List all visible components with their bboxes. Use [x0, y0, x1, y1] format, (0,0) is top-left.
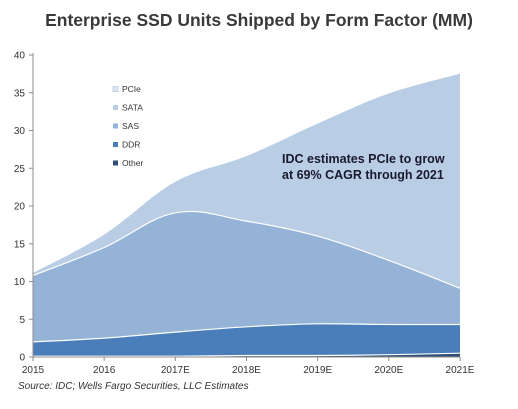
series-area-sata [33, 73, 460, 289]
axes-layer: 0 5 10 15 20 25 30 35 40 2015 2016 2017E 2018E 2019E 2… [14, 51, 475, 377]
legend-label-sata: SATA [122, 103, 143, 113]
x-tick-label: 2015 [22, 365, 45, 376]
x-tick-label: 2020E [374, 365, 403, 376]
legend-swatch-sata [113, 105, 118, 110]
chart-title: Enterprise SSD Units Shipped by Form Fac… [45, 10, 473, 30]
series-area-ddr [33, 323, 460, 357]
y-tick-label: 15 [14, 239, 26, 250]
y-tick-label: 5 [19, 315, 25, 326]
legend-label-sas: SAS [122, 121, 139, 131]
legend-item-pcie: PCIe [112, 84, 141, 94]
y-tick-label: 25 [14, 164, 26, 175]
legend-item-other: Other [113, 158, 143, 168]
x-tick-label: 2019E [303, 365, 332, 376]
y-tick-label: 40 [14, 51, 26, 62]
y-tick-label: 20 [14, 202, 26, 213]
legend: PCIe SATA SAS DDR Other [112, 84, 143, 168]
series-edge-other [33, 352, 461, 357]
y-tick-label: 35 [14, 88, 26, 99]
series-area-sas [33, 211, 460, 342]
x-tick-label: 2016 [93, 365, 116, 376]
legend-swatch-ddr [113, 142, 118, 147]
legend-item-sata: SATA [113, 103, 143, 113]
y-tick-label: 10 [14, 277, 26, 288]
legend-label-ddr: DDR [122, 140, 140, 150]
x-tick-label: 2018E [232, 365, 261, 376]
legend-swatch-other [113, 160, 118, 166]
legend-item-sas: SAS [113, 121, 139, 131]
x-tick-label: 2017E [161, 365, 190, 376]
annotation-line-1: IDC estimates PCIe to grow [282, 152, 445, 166]
series-edge-sas [32, 210, 461, 289]
source-note: Source: IDC; Wells Fargo Securities, LLC… [18, 381, 249, 392]
series-edge-ddr [32, 323, 461, 343]
annotation-line-2: at 69% CAGR through 2021 [282, 168, 444, 182]
legend-swatch-pcie [112, 86, 119, 92]
legend-label-other: Other [122, 158, 143, 168]
y-tick-label: 30 [14, 126, 26, 137]
chart-annotation: IDC estimates PCIe to grow at 69% CAGR t… [282, 151, 492, 183]
areas-layer [32, 72, 461, 357]
series-edge-sata [32, 72, 461, 273]
legend-item-ddr: DDR [113, 140, 140, 150]
x-tick-label: 2021E [446, 365, 475, 376]
series-area-other [33, 353, 460, 357]
legend-label-pcie: PCIe [122, 84, 141, 94]
legend-swatch-sas [113, 123, 118, 129]
y-tick-label: 0 [19, 353, 25, 364]
